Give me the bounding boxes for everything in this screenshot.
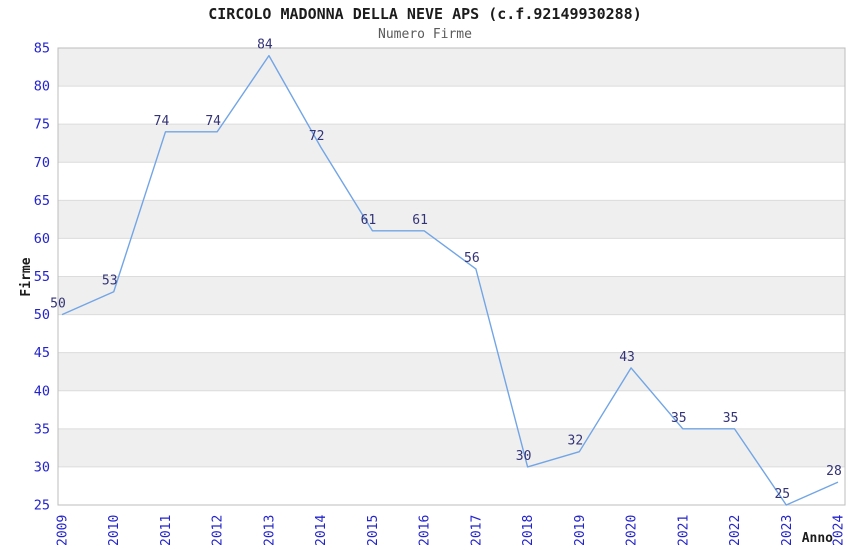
- series-line: [61, 54, 839, 506]
- plot-band: [58, 238, 845, 277]
- y-tick-label: 50: [34, 307, 50, 323]
- y-tick-label: 40: [34, 383, 50, 399]
- y-tick-label: 30: [34, 459, 50, 475]
- x-tick-label: 2024: [832, 515, 847, 546]
- data-point-label: 74: [154, 114, 170, 129]
- data-point-label: 35: [723, 411, 739, 426]
- x-tick-label: 2018: [521, 515, 536, 546]
- plot-band: [58, 314, 845, 353]
- y-tick-label: 80: [34, 79, 50, 95]
- data-point-label: 61: [361, 213, 377, 228]
- data-point-label: 84: [257, 38, 273, 53]
- plot-band: [58, 162, 845, 201]
- y-tick-label: 25: [34, 498, 50, 514]
- plot-band: [58, 390, 845, 429]
- data-point-label: 43: [619, 350, 635, 365]
- data-point-label: 61: [412, 213, 428, 228]
- plot-band: [58, 466, 845, 505]
- x-tick-label: 2014: [314, 515, 329, 546]
- x-tick-label: 2021: [676, 515, 691, 546]
- y-axis-title: Firme: [19, 257, 34, 296]
- plot-band: [58, 48, 845, 87]
- plot-band: [58, 352, 845, 391]
- data-point-label: 35: [671, 411, 687, 426]
- plot-band: [58, 124, 845, 163]
- plot-frame: [57, 47, 846, 506]
- y-tick-label: 60: [34, 231, 50, 247]
- x-tick-label: 2019: [573, 515, 588, 546]
- data-point-label: 30: [516, 449, 532, 464]
- x-tick-label: 2022: [728, 515, 743, 546]
- plot-band: [58, 276, 845, 315]
- x-tick-label: 2023: [780, 515, 795, 546]
- data-point-label: 74: [205, 114, 221, 129]
- data-point-label: 50: [50, 297, 66, 312]
- y-tick-label: 65: [34, 193, 50, 209]
- x-axis-title: Anno: [802, 531, 833, 546]
- y-tick-label: 75: [34, 117, 50, 133]
- x-tick-label: 2015: [366, 515, 381, 546]
- y-tick-label: 55: [34, 269, 50, 285]
- x-tick-label: 2013: [262, 515, 277, 546]
- plot-band: [58, 200, 845, 239]
- y-tick-label: 35: [34, 421, 50, 437]
- chart-subtitle: Numero Firme: [378, 27, 472, 42]
- data-point-label: 53: [102, 274, 118, 289]
- y-tick-label: 85: [34, 41, 50, 57]
- x-tick-label: 2012: [211, 515, 226, 546]
- x-tick-label: 2016: [418, 515, 433, 546]
- x-tick-label: 2011: [159, 515, 174, 546]
- data-point-label: 32: [568, 434, 584, 449]
- x-tick-label: 2010: [107, 515, 122, 546]
- data-point-label: 56: [464, 251, 480, 266]
- x-tick-label: 2009: [56, 515, 71, 546]
- y-tick-label: 70: [34, 155, 50, 171]
- chart-title: CIRCOLO MADONNA DELLA NEVE APS (c.f.9214…: [208, 5, 642, 23]
- y-tick-label: 45: [34, 345, 50, 361]
- plot-band: [58, 428, 845, 467]
- data-point-label: 72: [309, 129, 325, 144]
- data-point-label: 28: [826, 464, 842, 479]
- data-point-label: 25: [774, 487, 790, 502]
- x-tick-label: 2017: [469, 515, 484, 546]
- plot-band: [58, 86, 845, 125]
- x-tick-label: 2020: [625, 515, 640, 546]
